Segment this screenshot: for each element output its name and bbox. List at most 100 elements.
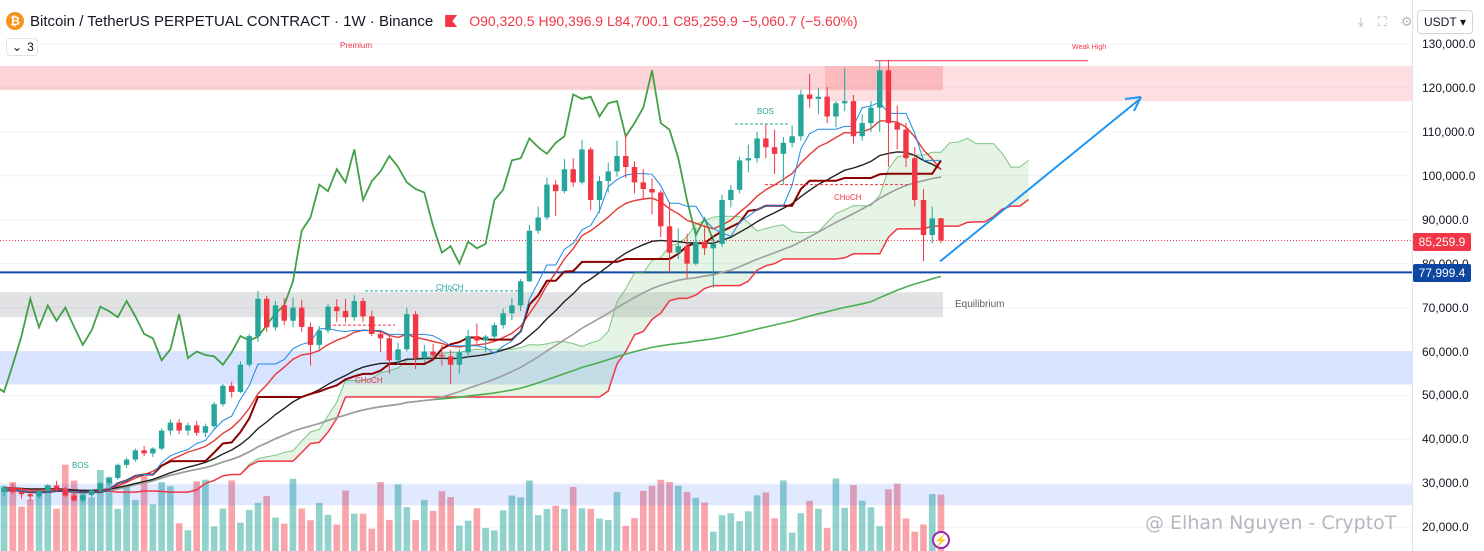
volume-bar: [911, 532, 918, 551]
candle-body: [912, 158, 917, 200]
candle-body: [54, 485, 59, 488]
candle: [264, 296, 269, 332]
candle: [895, 106, 900, 150]
candle-body: [895, 123, 900, 130]
candle-body: [290, 308, 295, 321]
candle: [737, 157, 742, 193]
candle-body: [220, 386, 225, 404]
high-value: H90,396.9: [538, 13, 603, 29]
open-value: O90,320.5: [469, 13, 534, 29]
volume-bar: [150, 504, 157, 551]
candle-body: [194, 425, 199, 432]
candle-body: [308, 327, 313, 345]
price-tick-label: 20,000.0: [1422, 520, 1469, 534]
indicators-toggle[interactable]: ⌄ 3: [6, 38, 38, 56]
volume-bar: [97, 470, 104, 551]
volume-bar: [325, 515, 332, 551]
price-tick-label: 110,000.0: [1422, 125, 1475, 139]
volume-bar: [246, 510, 253, 551]
volume-bar: [307, 520, 314, 551]
candle-body: [141, 450, 146, 453]
candle-body: [334, 307, 339, 311]
chevron-down-icon: ⌄: [12, 40, 22, 54]
candle-body: [343, 311, 348, 317]
candle-body: [439, 355, 444, 356]
bitcoin-icon: ₿: [6, 12, 24, 30]
candle-body: [921, 200, 926, 235]
download-icon[interactable]: ⤓: [1358, 14, 1364, 30]
candle: [544, 178, 549, 220]
candle: [772, 130, 777, 174]
volume-bar: [631, 518, 638, 551]
candle-body: [579, 149, 584, 182]
volume-bar: [500, 510, 507, 551]
volume-bar: [789, 533, 796, 551]
candle-body: [360, 301, 365, 316]
volume-bar: [298, 508, 305, 551]
candle-body: [63, 489, 68, 496]
flag-icon[interactable]: [445, 15, 457, 27]
candle-body: [19, 492, 24, 494]
settings-icon[interactable]: ⚙: [1401, 14, 1413, 30]
candle: [176, 419, 181, 434]
volume-bar: [561, 509, 568, 551]
candle-body: [457, 352, 462, 364]
choch-label: CHoCH: [834, 193, 862, 202]
choch-label: CHoCH: [436, 283, 464, 292]
candle: [658, 190, 663, 237]
volume-bar: [876, 526, 883, 551]
chart-area[interactable]: ₿ Bitcoin / TetherUS PERPETUAL CONTRACT …: [0, 0, 1412, 551]
volume-bar: [482, 528, 489, 551]
price-tick-label: 90,000.0: [1422, 213, 1469, 227]
candle: [570, 158, 575, 187]
candle-body: [684, 246, 689, 264]
currency-selector[interactable]: USDT ▾: [1417, 10, 1473, 34]
volume-bar: [745, 511, 752, 551]
volume-bar: [859, 501, 866, 551]
equilibrium-zone: [0, 292, 943, 317]
price-tick-label: 40,000.0: [1422, 432, 1469, 446]
volume-bar: [815, 509, 822, 551]
price-chart[interactable]: [0, 0, 1412, 551]
price-tick-label: 70,000.0: [1422, 301, 1469, 315]
volume-bar: [351, 514, 358, 551]
low-value: L84,700.1: [607, 13, 669, 29]
lightning-icon[interactable]: ⚡: [932, 531, 950, 549]
candle-body: [28, 494, 33, 496]
candle: [527, 225, 532, 282]
candle: [579, 140, 584, 185]
candle: [798, 90, 803, 141]
candle: [194, 421, 199, 436]
candle: [168, 420, 173, 435]
volume-bar: [220, 509, 227, 551]
candle: [273, 301, 278, 330]
candle-body: [676, 246, 681, 253]
candle-body: [238, 365, 243, 392]
candle: [124, 458, 129, 468]
candle: [562, 159, 567, 193]
fullscreen-icon[interactable]: ⛶: [1378, 14, 1387, 30]
volume-bar: [185, 530, 192, 551]
symbol-title[interactable]: Bitcoin / TetherUS PERPETUAL CONTRACT · …: [30, 13, 433, 30]
change-value: −5,060.7 (−5.60%): [742, 13, 858, 29]
candle-body: [658, 192, 663, 226]
volume-bar: [868, 507, 875, 551]
candle-body: [702, 242, 707, 249]
candle: [859, 114, 864, 140]
candle: [246, 334, 251, 367]
volume-bar: [491, 530, 498, 551]
candle-body: [483, 337, 488, 341]
volume-bar: [88, 497, 95, 551]
candle: [185, 423, 190, 436]
price-tick-label: 130,000.0: [1422, 37, 1475, 51]
candle: [150, 447, 155, 457]
candle: [133, 449, 138, 462]
price-tick-label: 100,000.0: [1422, 169, 1475, 183]
candle-body: [737, 160, 742, 189]
candle-body: [211, 404, 216, 426]
candle-body: [500, 313, 505, 325]
candle: [535, 207, 540, 234]
volume-bar: [465, 521, 472, 551]
candle: [211, 402, 216, 428]
candle-body: [229, 386, 234, 392]
